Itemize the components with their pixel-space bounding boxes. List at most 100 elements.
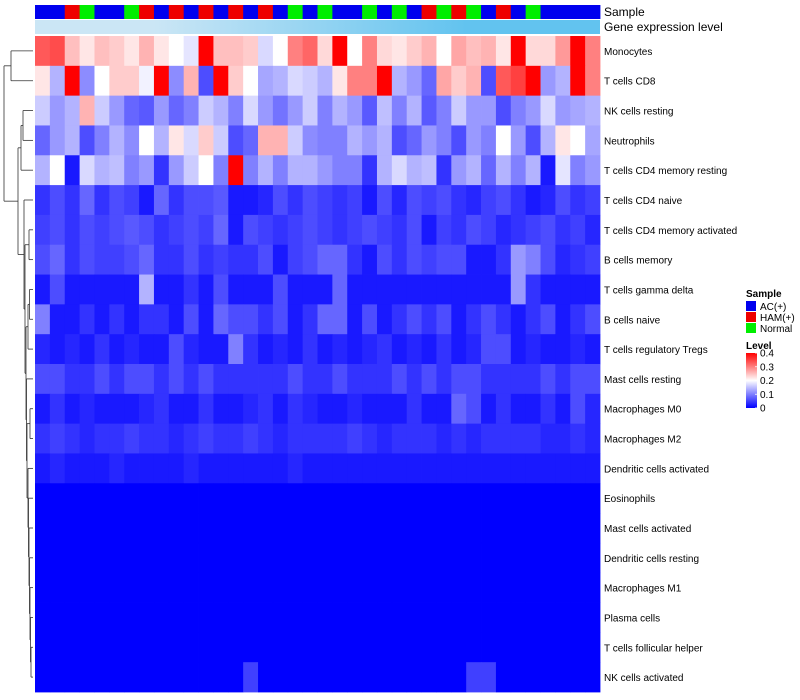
heatmap-cell [406, 334, 422, 365]
heatmap-cell [347, 185, 363, 216]
heatmap-cell [317, 423, 333, 454]
heatmap-cell [555, 572, 571, 603]
heatmap-cell [287, 364, 304, 395]
heatmap-cell [347, 483, 363, 514]
heatmap-cell [124, 542, 140, 574]
heatmap-cell [228, 662, 244, 693]
heatmap-cell [109, 364, 125, 395]
heatmap-cell [183, 214, 199, 246]
heatmap-cell [153, 155, 170, 186]
heatmap-cell [570, 364, 586, 395]
heatmap-cell [362, 65, 378, 97]
heatmap-cell [64, 542, 81, 574]
heatmap-cell [35, 185, 51, 216]
level-legend-title: Level [746, 341, 772, 352]
heatmap-cell [481, 423, 497, 454]
heatmap-cell [168, 214, 185, 246]
heatmap-cell [451, 334, 467, 365]
heatmap-cell [466, 423, 482, 454]
heatmap-cell [540, 393, 556, 425]
heatmap-cell [228, 513, 244, 544]
row-label: T cells CD4 memory resting [604, 166, 727, 177]
heatmap-cell [35, 155, 51, 186]
heatmap-cell [332, 364, 348, 395]
heatmap-cell [451, 393, 467, 425]
sample-cell [272, 5, 289, 19]
heatmap-cell [272, 36, 289, 67]
row-label: NK cells resting [604, 107, 673, 118]
heatmap-cell [35, 214, 51, 246]
heatmap-cell [198, 244, 214, 275]
heatmap-cell [258, 274, 274, 305]
heatmap-cell [391, 185, 408, 216]
heatmap-cell [49, 423, 66, 454]
heatmap-cell [347, 304, 363, 335]
heatmap-cell [376, 65, 393, 97]
heatmap-cell [362, 393, 378, 425]
heatmap-cell [35, 662, 51, 693]
heatmap-cell [49, 304, 66, 335]
heatmap-cell [347, 572, 363, 603]
heatmap-cell [481, 393, 497, 425]
heatmap-cell [362, 125, 378, 156]
heatmap-cell [391, 214, 408, 246]
heatmap-cell [168, 185, 185, 216]
heatmap-cell [79, 185, 95, 216]
heatmap-cell [49, 483, 66, 514]
heatmap-cell [585, 632, 601, 663]
heatmap-cell [570, 274, 586, 305]
heatmap-cell [243, 632, 259, 663]
heatmap-cell [213, 36, 229, 67]
heatmap-cell [183, 304, 199, 335]
heatmap-cell [391, 632, 408, 663]
heatmap-cell [272, 483, 289, 514]
heatmap-cell [585, 334, 601, 365]
heatmap-cell [362, 632, 378, 663]
heatmap-cell [347, 632, 363, 663]
heatmap-cell [272, 155, 289, 186]
heatmap-cell [35, 334, 51, 365]
row-label: T cells follicular helper [604, 643, 703, 654]
heatmap-cell [213, 214, 229, 246]
heatmap-cell [406, 483, 422, 514]
heatmap-cell [198, 542, 214, 574]
heatmap-cell [109, 185, 125, 216]
heatmap-cell [585, 155, 601, 186]
heatmap-cell [228, 95, 244, 126]
heatmap-cell [272, 453, 289, 484]
heatmap-cell [481, 65, 497, 97]
heatmap-cell [406, 393, 422, 425]
heatmap-cell [94, 423, 110, 454]
row-label: B cells naive [604, 315, 661, 326]
heatmap-cell [317, 453, 333, 484]
row-label: T cells CD8 [604, 77, 656, 88]
heatmap-cell [436, 542, 452, 574]
heatmap-cell [213, 65, 229, 97]
heatmap-cell [94, 214, 110, 246]
heatmap-cell [436, 572, 452, 603]
heatmap-cell [94, 393, 110, 425]
heatmap-cell [347, 393, 363, 425]
heatmap-cell [495, 572, 512, 603]
heatmap-cell [183, 185, 199, 216]
heatmap-cell [258, 214, 274, 246]
heatmap-cell [540, 334, 556, 365]
heatmap-cell [570, 542, 586, 574]
heatmap-cell [94, 274, 110, 305]
heatmap-cell [287, 155, 304, 186]
heatmap-cell [570, 513, 586, 544]
sample-legend-label: HAM(+) [760, 313, 795, 324]
heatmap-cell [332, 572, 348, 603]
heatmap-cell [183, 632, 199, 663]
sample-legend-swatch [746, 301, 756, 311]
heatmap-cell [481, 483, 497, 514]
heatmap-cell [585, 304, 601, 335]
heatmap-cell [421, 572, 437, 603]
heatmap-cell [540, 483, 556, 514]
heatmap-cell [585, 36, 601, 67]
heatmap-cell [436, 662, 452, 693]
heatmap-cell [451, 244, 467, 275]
heatmap-cell [585, 423, 601, 454]
heatmap-cell [525, 125, 541, 156]
heatmap-cell [79, 572, 95, 603]
